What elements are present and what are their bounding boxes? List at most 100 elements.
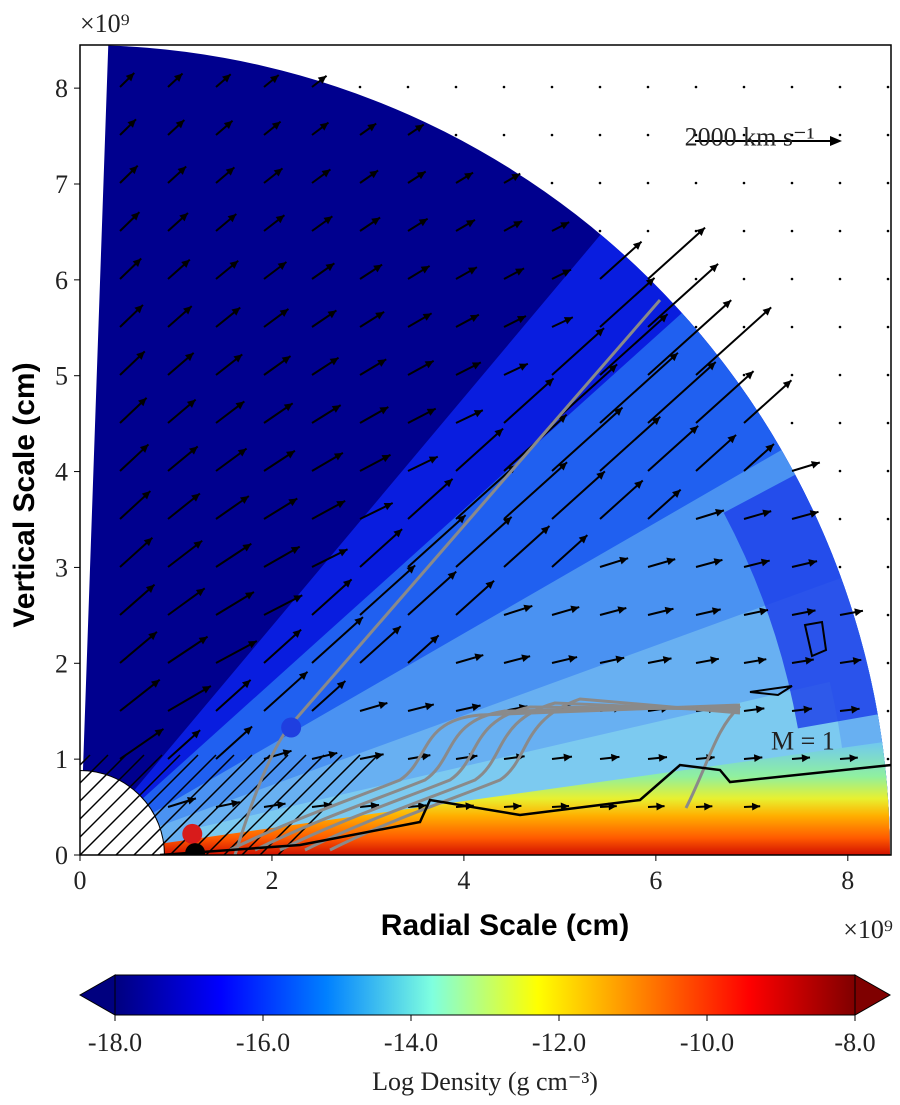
x-axis-label: Radial Scale (cm) [381, 909, 629, 942]
arrow-head [336, 500, 346, 509]
arrow-head [247, 640, 257, 649]
arrow-head [428, 456, 438, 464]
grid-dot [454, 85, 458, 89]
arrow-head [242, 543, 252, 552]
arrow-head [485, 580, 495, 590]
arrow-head [373, 264, 383, 273]
arrow-head [662, 656, 672, 664]
arrow-head [136, 351, 145, 360]
y-tick-label: 3 [55, 553, 68, 582]
arrow-head [420, 265, 430, 274]
arrow-head [233, 354, 243, 363]
arrow-head [782, 380, 792, 389]
x-tick-label: 2 [265, 866, 278, 895]
arrow-head [765, 444, 774, 453]
grid-dot [886, 565, 890, 569]
grid-dot [886, 277, 890, 281]
velocity-arrow [647, 425, 699, 472]
hatch [80, 754, 163, 839]
arrow-head [367, 123, 377, 132]
mach-contour [749, 685, 793, 697]
colorbar-tick-label: -18.0 [88, 1028, 142, 1057]
arrow-head [286, 450, 295, 459]
velocity-arrow [407, 514, 467, 568]
grid-dot [454, 133, 458, 137]
arrow-head [290, 546, 300, 555]
arrow-head [521, 654, 531, 663]
arrow-head [515, 268, 525, 276]
grid-dot [406, 85, 410, 89]
marker-point [182, 823, 203, 844]
arrow-head [617, 606, 627, 614]
arrow-head [195, 588, 205, 597]
velocity-arrow [359, 528, 403, 568]
arrow-head [801, 754, 811, 763]
grid-dot [694, 181, 698, 185]
colorbar-tick-label: -10.0 [680, 1028, 734, 1057]
grid-dot [742, 373, 746, 377]
arrow-head [237, 448, 247, 457]
velocity-arrow [647, 226, 706, 280]
arrow-head [471, 362, 481, 370]
arrow-head [466, 219, 475, 228]
arrow-head [227, 214, 237, 223]
arrow-head [342, 579, 352, 588]
inner-boundary [80, 770, 165, 855]
colorbar-tick-label: -8.0 [834, 1028, 875, 1057]
grid-dot [838, 133, 842, 137]
hatch [151, 754, 253, 855]
arrow-head [469, 314, 479, 322]
hatch [187, 754, 289, 855]
arrow-head [317, 75, 327, 84]
arrow-head [241, 679, 251, 689]
arrow-head [370, 801, 380, 810]
arrow-head [323, 216, 333, 225]
arrow-head [269, 74, 279, 84]
grid-dot [694, 229, 698, 233]
arrow-head [704, 802, 713, 811]
grid-dot [790, 373, 794, 377]
arrow-head [148, 631, 157, 641]
arrow-head [563, 753, 572, 762]
arrow-head [191, 730, 201, 739]
arrow-head [516, 315, 526, 324]
arrow-head [275, 215, 285, 224]
arrow-head [727, 434, 737, 444]
velocity-arrow [359, 564, 416, 616]
arrow-head [145, 584, 155, 593]
arrow-head [852, 657, 862, 665]
mach-contour [159, 763, 891, 855]
arrow-head [283, 403, 293, 412]
arrow-head [375, 311, 385, 320]
arrow-head [379, 406, 389, 415]
velocity-arrow [503, 525, 551, 568]
grid-dot [694, 325, 698, 329]
grid-dot [838, 85, 842, 89]
y-tick-label: 7 [55, 170, 68, 199]
grid-dot [886, 373, 890, 377]
grid-dot [838, 181, 842, 185]
hatch [133, 754, 235, 855]
grid-dot [838, 517, 842, 521]
velocity-arrow [551, 327, 605, 376]
hatch [205, 754, 307, 855]
arrow-head [467, 267, 477, 275]
y-tick-label: 8 [55, 74, 68, 103]
grid-dot [742, 85, 746, 89]
arrow-head [715, 509, 724, 517]
arrow-head [806, 608, 816, 616]
arrow-head [425, 702, 434, 711]
arrow-head [321, 169, 331, 178]
grid-dot [838, 277, 842, 281]
arrow-head [523, 604, 533, 613]
velocity-arrow [455, 516, 513, 568]
arrow-head [392, 626, 401, 635]
arrow-head [494, 428, 504, 437]
arrow-head [193, 540, 203, 549]
velocity-arrow [263, 628, 302, 664]
arrow-head [563, 317, 573, 325]
arrow-head [473, 410, 483, 418]
grid-dot [598, 229, 602, 233]
arrow-head [183, 306, 192, 315]
